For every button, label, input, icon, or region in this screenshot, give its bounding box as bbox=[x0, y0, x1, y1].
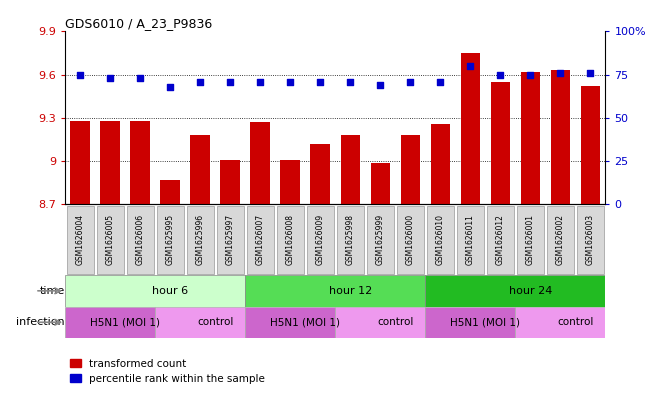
Point bbox=[285, 79, 296, 85]
Bar bbox=[425, 307, 516, 338]
Bar bbox=[581, 86, 600, 204]
Text: GSM1626008: GSM1626008 bbox=[286, 214, 295, 265]
FancyBboxPatch shape bbox=[307, 206, 334, 274]
Bar bbox=[370, 163, 390, 204]
Bar bbox=[516, 307, 605, 338]
Bar bbox=[70, 121, 90, 204]
Text: hour 6: hour 6 bbox=[152, 286, 188, 296]
Text: GSM1626006: GSM1626006 bbox=[135, 214, 145, 265]
Point bbox=[135, 75, 145, 81]
Bar bbox=[400, 135, 420, 204]
FancyBboxPatch shape bbox=[367, 206, 394, 274]
FancyBboxPatch shape bbox=[547, 206, 574, 274]
Bar bbox=[221, 160, 240, 204]
FancyBboxPatch shape bbox=[427, 206, 454, 274]
FancyBboxPatch shape bbox=[127, 206, 154, 274]
Text: control: control bbox=[377, 317, 413, 327]
Point bbox=[75, 72, 85, 78]
FancyBboxPatch shape bbox=[157, 206, 184, 274]
Text: H5N1 (MOI 1): H5N1 (MOI 1) bbox=[450, 317, 520, 327]
Text: H5N1 (MOI 1): H5N1 (MOI 1) bbox=[90, 317, 160, 327]
Text: GSM1626007: GSM1626007 bbox=[256, 214, 265, 265]
Text: GSM1626001: GSM1626001 bbox=[526, 214, 535, 265]
Bar bbox=[335, 307, 425, 338]
Text: hour 24: hour 24 bbox=[508, 286, 552, 296]
Bar bbox=[191, 135, 210, 204]
FancyBboxPatch shape bbox=[277, 206, 304, 274]
Point bbox=[375, 82, 385, 88]
Text: GSM1626009: GSM1626009 bbox=[316, 214, 325, 265]
Text: hour 12: hour 12 bbox=[329, 286, 372, 296]
FancyBboxPatch shape bbox=[66, 206, 94, 274]
Point bbox=[105, 75, 115, 81]
Text: GSM1626004: GSM1626004 bbox=[76, 214, 85, 265]
Bar bbox=[311, 144, 330, 204]
Text: GSM1625999: GSM1625999 bbox=[376, 214, 385, 265]
Bar bbox=[245, 307, 335, 338]
Point bbox=[555, 70, 566, 76]
Point bbox=[315, 79, 326, 85]
Text: GSM1626000: GSM1626000 bbox=[406, 214, 415, 265]
Point bbox=[525, 72, 536, 78]
Point bbox=[255, 79, 266, 85]
Text: GSM1625997: GSM1625997 bbox=[226, 214, 235, 265]
Text: time: time bbox=[40, 286, 65, 296]
FancyBboxPatch shape bbox=[187, 206, 214, 274]
FancyBboxPatch shape bbox=[397, 206, 424, 274]
Bar bbox=[100, 121, 120, 204]
Text: GSM1625998: GSM1625998 bbox=[346, 214, 355, 265]
Point bbox=[405, 79, 415, 85]
FancyBboxPatch shape bbox=[96, 206, 124, 274]
FancyBboxPatch shape bbox=[577, 206, 604, 274]
Text: GSM1625995: GSM1625995 bbox=[165, 214, 174, 265]
Bar bbox=[340, 135, 360, 204]
Bar bbox=[430, 124, 450, 204]
Text: GSM1625996: GSM1625996 bbox=[196, 214, 204, 265]
Bar bbox=[65, 275, 245, 307]
Point bbox=[195, 79, 205, 85]
Text: GDS6010 / A_23_P9836: GDS6010 / A_23_P9836 bbox=[65, 17, 212, 30]
Text: infection: infection bbox=[16, 317, 65, 327]
Bar bbox=[130, 121, 150, 204]
Legend: transformed count, percentile rank within the sample: transformed count, percentile rank withi… bbox=[70, 359, 265, 384]
Text: GSM1626005: GSM1626005 bbox=[105, 214, 115, 265]
Bar bbox=[65, 307, 155, 338]
Text: control: control bbox=[197, 317, 233, 327]
Text: GSM1626003: GSM1626003 bbox=[586, 214, 595, 265]
FancyBboxPatch shape bbox=[247, 206, 273, 274]
Point bbox=[495, 72, 506, 78]
FancyBboxPatch shape bbox=[487, 206, 514, 274]
FancyBboxPatch shape bbox=[337, 206, 364, 274]
Bar bbox=[281, 160, 300, 204]
Text: H5N1 (MOI 1): H5N1 (MOI 1) bbox=[270, 317, 340, 327]
FancyBboxPatch shape bbox=[457, 206, 484, 274]
Point bbox=[465, 63, 475, 69]
Bar bbox=[521, 72, 540, 204]
Text: GSM1626010: GSM1626010 bbox=[436, 214, 445, 265]
Bar bbox=[425, 275, 605, 307]
Bar bbox=[155, 307, 245, 338]
Text: GSM1626002: GSM1626002 bbox=[556, 214, 565, 265]
Bar bbox=[551, 70, 570, 204]
Bar bbox=[245, 275, 425, 307]
FancyBboxPatch shape bbox=[517, 206, 544, 274]
Text: GSM1626012: GSM1626012 bbox=[496, 214, 505, 265]
Bar bbox=[251, 122, 270, 204]
FancyBboxPatch shape bbox=[217, 206, 243, 274]
Text: GSM1626011: GSM1626011 bbox=[466, 214, 475, 265]
Bar bbox=[491, 82, 510, 204]
Text: control: control bbox=[557, 317, 594, 327]
Point bbox=[585, 70, 596, 76]
Bar bbox=[160, 180, 180, 204]
Point bbox=[225, 79, 236, 85]
Point bbox=[345, 79, 355, 85]
Bar bbox=[461, 53, 480, 204]
Point bbox=[435, 79, 445, 85]
Point bbox=[165, 84, 175, 90]
